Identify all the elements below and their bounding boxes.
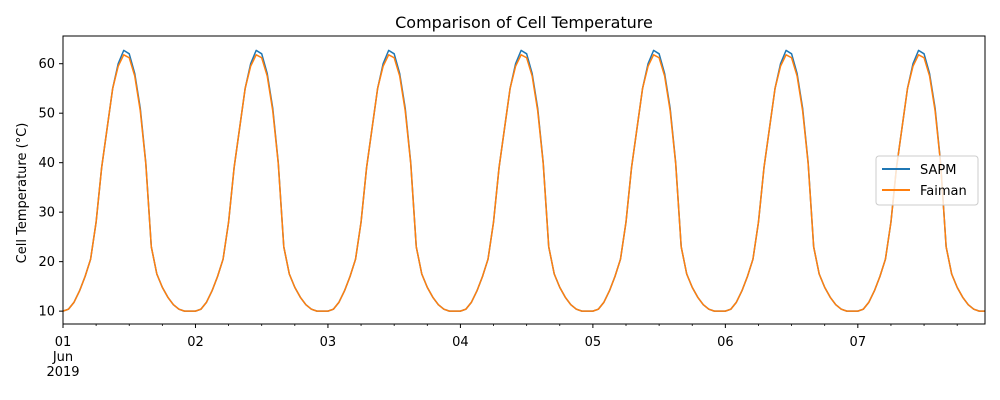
x-tick-label: 01 <box>55 335 72 350</box>
y-ticks: 10 20 30 40 50 60 <box>38 57 63 320</box>
y-tick-label: 10 <box>38 305 55 320</box>
x-tick-label: 05 <box>585 335 602 350</box>
legend-label-faiman: Faiman <box>920 184 967 199</box>
y-tick-label: 50 <box>38 107 55 122</box>
plot-frame <box>62 35 986 325</box>
x-tick-label: 07 <box>850 335 867 350</box>
chart-title: Comparison of Cell Temperature <box>395 13 653 32</box>
y-tick-label: 20 <box>38 255 55 270</box>
y-tick-label: 40 <box>38 156 55 171</box>
plot-lines <box>62 49 985 312</box>
y-tick-label: 60 <box>38 57 55 72</box>
legend: SAPM Faiman <box>875 155 979 206</box>
y-tick-label: 30 <box>38 206 55 221</box>
legend-label-sapm: SAPM <box>920 163 956 178</box>
x-tick-label: 03 <box>320 335 337 350</box>
x-tick-label: 04 <box>452 335 469 350</box>
series-line-sapm <box>62 49 985 312</box>
x-tick-label: 02 <box>187 335 204 350</box>
y-axis-title: Cell Temperature (°C) <box>15 123 30 264</box>
x-tick-label: 06 <box>717 335 734 350</box>
x-tick-label: Jun <box>52 350 73 365</box>
series-line-faiman <box>62 54 985 312</box>
x-tick-label: 2019 <box>46 365 79 380</box>
